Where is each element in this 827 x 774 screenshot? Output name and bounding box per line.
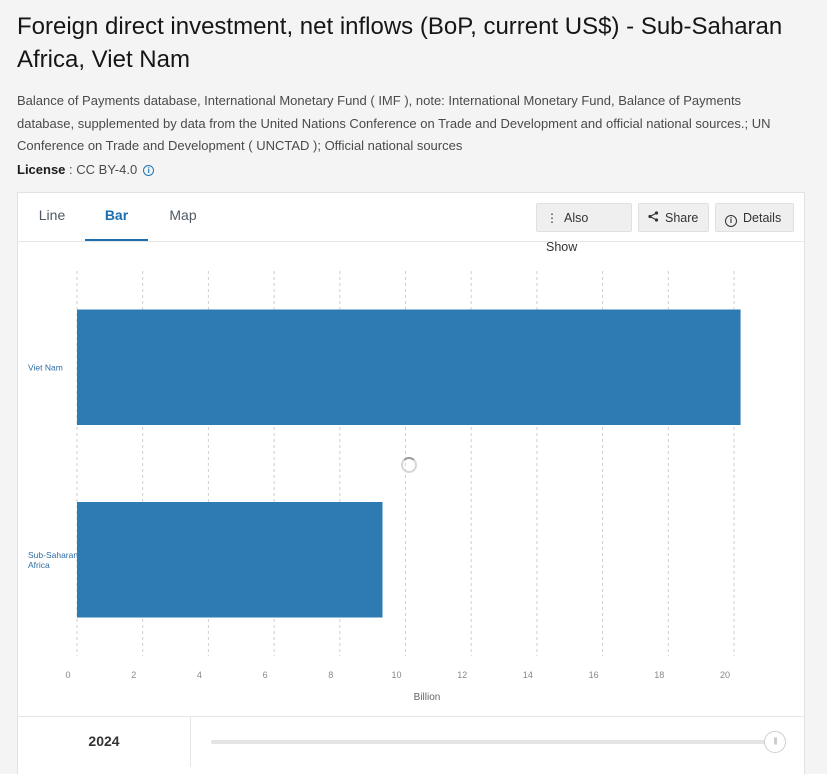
details-button[interactable]: i Details xyxy=(715,203,794,232)
x-tick-label: 12 xyxy=(457,670,467,680)
category-label-line: Sub-Saharan xyxy=(28,550,78,560)
share-icon xyxy=(648,204,659,233)
x-tick-label: 6 xyxy=(263,670,268,680)
x-tick-label: 10 xyxy=(391,670,401,680)
also-show-button[interactable]: ⋮ Also Show xyxy=(536,203,632,254)
category-label: Viet Nam xyxy=(28,362,63,372)
license-label: License xyxy=(17,162,66,177)
category-labels: Viet Nam Sub-Saharan Africa xyxy=(28,362,78,570)
x-tick-label: 4 xyxy=(197,670,202,680)
category-label: Sub-Saharan Africa xyxy=(28,550,78,570)
x-tick-label: 14 xyxy=(523,670,533,680)
year-footer: 2024 ||| xyxy=(18,716,804,774)
bar-sub-saharan-africa[interactable] xyxy=(77,502,383,618)
source-note: Balance of Payments database, Internatio… xyxy=(17,93,771,153)
info-icon[interactable]: i xyxy=(143,165,155,176)
tab-line[interactable]: Line xyxy=(38,207,66,223)
year-slider-track[interactable] xyxy=(211,740,774,744)
loading-spinner xyxy=(401,457,417,473)
x-axis-label: Billion xyxy=(414,692,441,703)
drag-handle-icon[interactable]: ||| xyxy=(764,731,786,753)
also-show-label: Also Show xyxy=(546,211,589,254)
x-tick-label: 16 xyxy=(589,670,599,680)
share-button[interactable]: Share xyxy=(638,203,709,232)
tab-map[interactable]: Map xyxy=(169,207,197,223)
page-title: Foreign direct investment, net inflows (… xyxy=(17,13,783,73)
category-label-line: Viet Nam xyxy=(28,362,63,372)
license-value: CC BY-4.0 xyxy=(76,162,138,177)
tab-bar[interactable]: Bar xyxy=(85,193,148,241)
info-icon: i xyxy=(725,215,737,227)
x-tick-label: 20 xyxy=(720,670,730,680)
x-tick-label: 18 xyxy=(654,670,664,680)
x-tick-labels: 0 2 4 6 8 10 12 14 16 18 20 xyxy=(65,670,730,680)
chart-card: Line Bar Map ⋮ Also Show Share i Details V… xyxy=(17,192,805,774)
category-label-line: Africa xyxy=(28,560,50,570)
chart-bars xyxy=(77,309,741,618)
x-tick-label: 8 xyxy=(328,670,333,680)
details-label: Details xyxy=(743,211,782,225)
license-row: License : CC BY-4.0 i xyxy=(17,160,155,180)
bar-chart: Viet Nam Sub-Saharan Africa 0 2 4 6 8 10 12 14 16 1… xyxy=(28,271,741,703)
more-vertical-icon: ⋮ xyxy=(546,211,558,225)
bar-viet-nam[interactable] xyxy=(77,309,741,426)
x-tick-label: 2 xyxy=(131,670,136,680)
x-tick-label: 0 xyxy=(65,670,70,680)
share-label: Share xyxy=(665,211,699,225)
selected-year: 2024 xyxy=(18,717,191,767)
chart-tabs: Line Bar Map ⋮ Also Show Share i Details xyxy=(18,193,804,254)
